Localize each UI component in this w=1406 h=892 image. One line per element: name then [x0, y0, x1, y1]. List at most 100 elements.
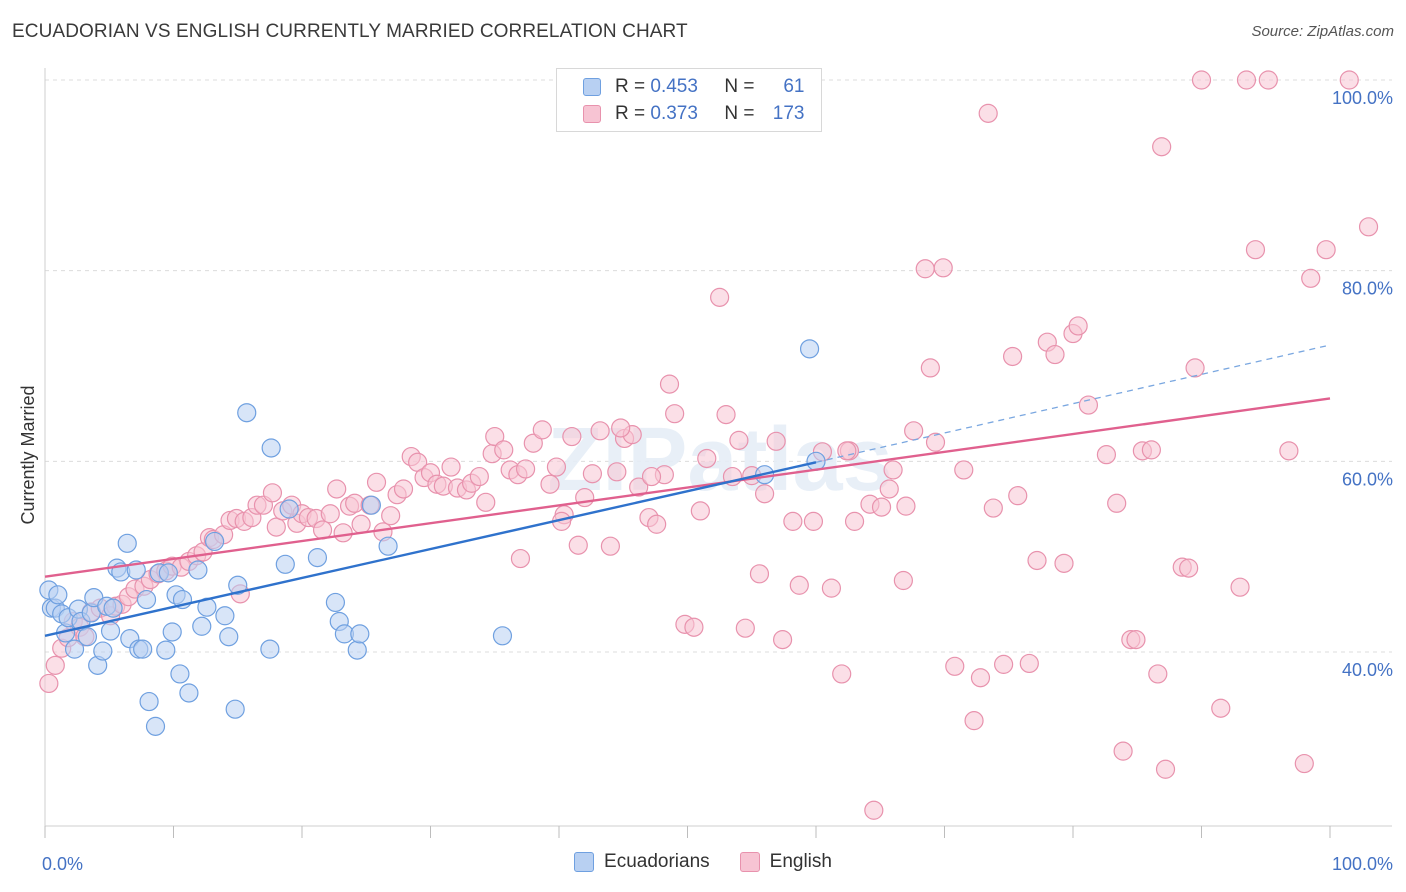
ecuadorian-point-24 — [133, 639, 153, 659]
ecuadorian-trend-line — [44, 461, 817, 637]
english-point-171 — [510, 548, 531, 569]
english-point-167 — [896, 496, 916, 516]
r-label: R = — [615, 76, 646, 97]
english-points — [39, 70, 1379, 820]
english-point-117 — [893, 570, 913, 591]
ecuadorian-point-31 — [162, 622, 182, 642]
trend-lines — [44, 344, 1331, 637]
english-point-82 — [607, 462, 627, 482]
r-label: R = — [615, 103, 646, 124]
ecuadorian-point-46 — [261, 438, 281, 458]
english-point-105 — [783, 511, 803, 531]
english-point-102 — [754, 484, 775, 504]
english-point-148 — [1152, 137, 1172, 157]
n-label: N = — [724, 76, 755, 97]
series-legend: Ecuadorians English — [0, 851, 1406, 873]
english-point-123 — [945, 656, 965, 676]
ecuadorian-point-45 — [260, 639, 280, 659]
ecuadorian-point-43 — [228, 575, 248, 595]
n-label: N = — [724, 103, 755, 124]
english-point-162 — [1316, 240, 1336, 260]
english-point-156 — [1236, 70, 1257, 90]
english-point-103 — [766, 431, 786, 451]
ecuadorian-point-55 — [361, 495, 381, 515]
correlation-legend: R = 0.453 N = 61 R = 0.373 N = 173 — [556, 68, 822, 132]
ecuadorian-point-16 — [100, 621, 121, 641]
english-point-80 — [590, 421, 610, 441]
legend-label-ecuadorians: Ecuadorians — [604, 851, 710, 872]
ecuadorian-point-36 — [188, 560, 208, 580]
english-point-140 — [1096, 445, 1117, 465]
english-point-126 — [970, 668, 991, 688]
english-point-43 — [333, 523, 353, 543]
english-point-48 — [366, 472, 387, 492]
english-point-120 — [920, 358, 940, 378]
legend-row-english: R = 0.373 N = 173 — [583, 101, 805, 127]
english-point-152 — [1185, 358, 1205, 378]
english-point-64 — [476, 492, 496, 512]
english-point-74 — [546, 457, 567, 477]
english-point-142 — [1113, 741, 1133, 761]
ecuadorian-point-30 — [158, 563, 178, 583]
english-point-157 — [1245, 240, 1266, 260]
english-point-155 — [1230, 577, 1250, 597]
english-point-66 — [485, 426, 505, 447]
english-point-114 — [871, 497, 892, 517]
ecuadorian-point-49 — [307, 548, 328, 568]
legend-item-ecuadorians[interactable]: Ecuadorians — [574, 851, 710, 873]
english-point-81 — [600, 536, 621, 556]
english-point-41 — [320, 504, 340, 524]
english-point-138 — [1068, 316, 1088, 336]
english-point-132 — [1019, 653, 1039, 674]
english-point-160 — [1294, 753, 1314, 774]
english-point-72 — [532, 420, 552, 440]
legend-item-english[interactable]: English — [739, 851, 832, 873]
english-point-146 — [1141, 440, 1161, 460]
english-point-92 — [684, 617, 704, 637]
english-point-135 — [1045, 344, 1065, 365]
r-value: 0.453 — [650, 76, 698, 97]
english-point-166 — [837, 441, 857, 461]
english-point-115 — [879, 479, 899, 499]
english-trend-line — [44, 397, 1331, 578]
english-point-42 — [327, 479, 347, 499]
ecuadorian-point-47 — [275, 554, 295, 574]
ecuadorian-point-48 — [279, 499, 299, 519]
n-value: 173 — [772, 103, 805, 124]
english-point-119 — [915, 259, 935, 279]
english-point-147 — [1148, 664, 1168, 684]
ecuadorian-point-41 — [219, 627, 239, 647]
english-point-70 — [515, 459, 536, 479]
y-tick-label-100: 100.0% — [1332, 88, 1393, 108]
ecuadorian-point-57 — [492, 626, 513, 646]
ecuadorian-point-27 — [145, 716, 166, 736]
english-point-112 — [844, 511, 865, 531]
ecuadorian-point-20 — [117, 533, 137, 553]
english-point-125 — [964, 711, 984, 731]
english-point-76 — [562, 426, 582, 447]
english-point-139 — [1078, 395, 1099, 415]
english-point-33 — [266, 517, 286, 537]
english-point-169 — [641, 466, 662, 487]
y-tick-label-80: 80.0% — [1342, 279, 1393, 299]
ecuadorian-point-26 — [139, 691, 159, 712]
english-point-67 — [494, 440, 514, 460]
ecuadorian-trend-extension — [815, 344, 1331, 463]
ecuadorian-point-54 — [350, 624, 370, 644]
english-point-158 — [1258, 70, 1278, 90]
ecuadorian-point-3 — [48, 585, 68, 605]
english-point-59 — [441, 457, 461, 477]
english-point-144 — [1126, 630, 1146, 650]
legend-row-ecuadorians: R = 0.453 N = 61 — [583, 74, 805, 100]
x-tick-label-0: 0.0% — [42, 854, 83, 874]
english-swatch — [583, 105, 601, 123]
ecuadorian-point-53 — [347, 640, 367, 660]
y-axis-label: Currently Married — [18, 385, 38, 524]
english-point-153 — [1191, 70, 1212, 90]
ecuadorian-point-50 — [325, 592, 346, 613]
ecuadorian-point-58 — [799, 339, 820, 359]
ecuadorian-point-40 — [215, 606, 235, 626]
english-point-104 — [772, 630, 793, 650]
english-point-154 — [1211, 698, 1231, 718]
english-point-106 — [789, 575, 809, 595]
